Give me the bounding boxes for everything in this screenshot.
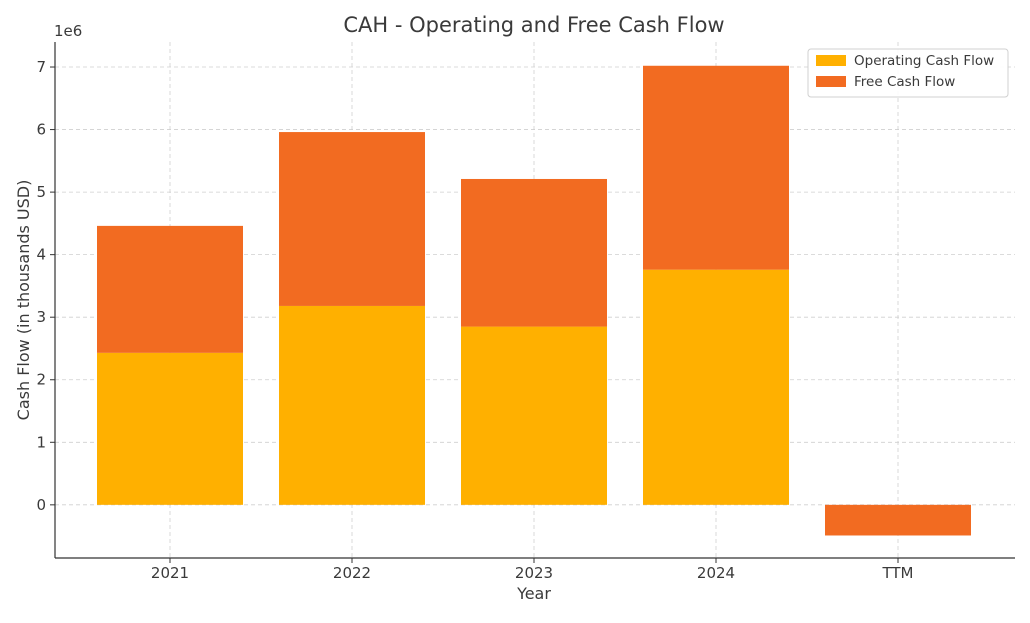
- axes: [50, 42, 1015, 563]
- legend-frame: [807, 48, 1009, 98]
- x-tick-label: 2023: [515, 564, 553, 582]
- y-tick-label: 5: [36, 183, 46, 201]
- y-tick-label: 6: [36, 121, 46, 139]
- y-axis-label: Cash Flow (in thousands USD): [14, 180, 33, 421]
- x-tick-label: TTM: [881, 564, 913, 582]
- y-tick-label: 7: [36, 58, 46, 76]
- x-tick-label: 2021: [151, 564, 189, 582]
- legend-swatch: [816, 55, 846, 66]
- y-tick-label: 0: [36, 496, 46, 514]
- operating-cash-flow-bar-2021: [97, 352, 243, 505]
- operating-cash-flow-bar-2023: [461, 326, 607, 505]
- legend-swatch: [816, 76, 846, 87]
- y-tick-label: 3: [36, 308, 46, 326]
- y-axis-scale-label: 1e6: [54, 22, 82, 40]
- x-tick-label: 2024: [697, 564, 735, 582]
- free-cash-flow-bar-2024: [643, 65, 789, 270]
- operating-cash-flow-bar-2022: [279, 305, 425, 505]
- chart-title: CAH - Operating and Free Cash Flow: [343, 13, 724, 37]
- y-tick-label: 2: [36, 371, 46, 389]
- free-cash-flow-bar-ttm: [825, 504, 971, 536]
- legend-entry-label: Free Cash Flow: [854, 74, 955, 90]
- x-axis-label: Year: [516, 584, 551, 603]
- legend: Operating Cash Flow Free Cash Flow: [807, 48, 1009, 98]
- y-tick-label: 1: [36, 433, 46, 451]
- free-cash-flow-bar-2021: [97, 225, 243, 353]
- tick-labels: 0 1 2 3 4 5 6 7 2021 2022 2023 2024 TTM: [36, 58, 913, 582]
- free-cash-flow-bar-2022: [279, 132, 425, 306]
- free-cash-flow-bar-2023: [461, 178, 607, 327]
- operating-cash-flow-bar-2024: [643, 269, 789, 505]
- legend-entry-label: Operating Cash Flow: [854, 53, 994, 69]
- bars: [97, 65, 971, 536]
- x-tick-label: 2022: [333, 564, 371, 582]
- y-tick-label: 4: [36, 246, 46, 264]
